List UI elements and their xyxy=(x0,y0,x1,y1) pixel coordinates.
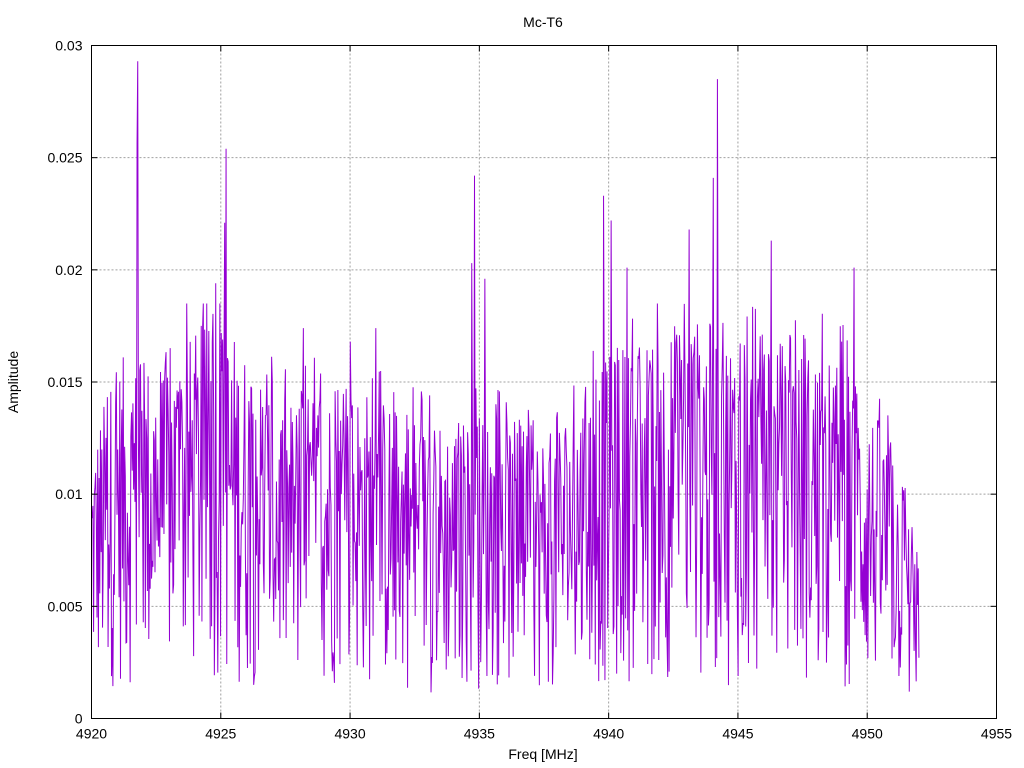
chart-title: Mc-T6 xyxy=(523,14,563,30)
series-line xyxy=(91,61,920,693)
x-tick-label: 4955 xyxy=(981,726,1012,742)
y-tick-label: 0.005 xyxy=(47,598,82,614)
x-tick-label: 4950 xyxy=(852,726,883,742)
x-tick-label: 4945 xyxy=(722,726,753,742)
y-tick-label: 0.03 xyxy=(55,38,82,54)
y-tick-label: 0.02 xyxy=(55,262,82,278)
y-axis-label: Amplitude xyxy=(5,351,21,413)
x-axis-label: Freq [MHz] xyxy=(508,746,577,762)
series-group xyxy=(91,61,920,693)
y-tick-label: 0.025 xyxy=(47,150,82,166)
axis-ticks: 4920 4925 4930 4935 4940 4945 4950 4955 0 0.005 0.… xyxy=(47,38,1012,742)
y-tick-label: 0.01 xyxy=(55,486,82,502)
x-tick-label: 4930 xyxy=(334,726,365,742)
x-tick-label: 4935 xyxy=(464,726,495,742)
y-tick-label: 0 xyxy=(75,711,83,727)
x-tick-label: 4920 xyxy=(76,726,107,742)
x-tick-label: 4925 xyxy=(205,726,236,742)
x-tick-label: 4940 xyxy=(593,726,624,742)
y-tick-label: 0.015 xyxy=(47,374,82,390)
